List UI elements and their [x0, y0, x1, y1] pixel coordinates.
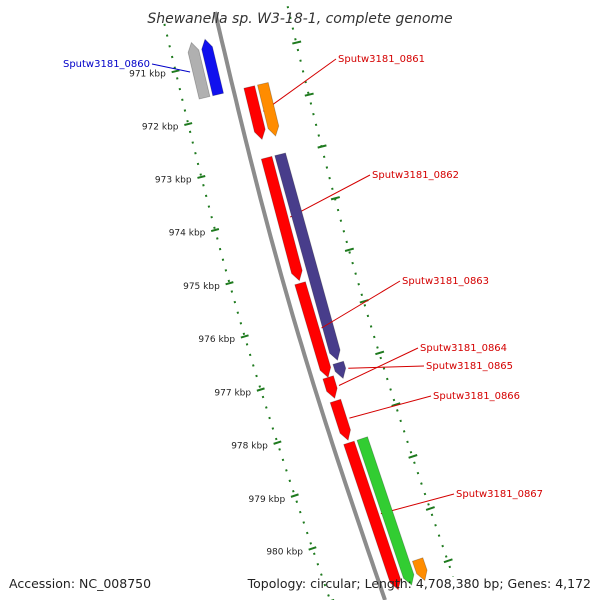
tick-label: 976 kbp [198, 335, 235, 345]
tick-mark-right [344, 247, 355, 252]
gene-feature [329, 398, 351, 441]
map-layer: 971 kbp 972 kbp 973 kbp 974 kbp 975 kbp 976 k… [63, 0, 543, 600]
map-title: Shewanella sp. W3-18-1, complete genome [147, 11, 452, 27]
tick-label: 977 kbp [214, 389, 251, 399]
gene-leader-line [380, 493, 455, 515]
tick-mark [184, 122, 193, 126]
gene-leader-line [151, 63, 191, 73]
tick-mark [273, 440, 282, 445]
gene-leader-line [348, 365, 425, 369]
gene-label: Sputw3181_0867 [456, 489, 543, 500]
tick-mark-right [425, 506, 435, 511]
tick-label: 980 kbp [266, 548, 303, 558]
tick-mark [171, 69, 180, 74]
tick-label: 973 kbp [155, 175, 192, 185]
tick-mark-right [304, 92, 314, 97]
tick-label: 979 kbp [249, 495, 286, 505]
gene-feature [343, 440, 402, 591]
gene-label: Sputw3181_0860 [63, 59, 150, 70]
tick-mark [240, 334, 249, 339]
gene-feature [243, 85, 266, 141]
tick-label: 972 kbp [142, 122, 179, 132]
gene-feature [332, 360, 347, 380]
tick-mark [308, 546, 317, 551]
gene-feature [187, 41, 211, 100]
tick-label: 978 kbp [231, 442, 268, 452]
gene-feature [274, 152, 341, 361]
tick-mark-right [317, 144, 327, 149]
tick-label: 975 kbp [183, 282, 220, 292]
gene-leader-line [338, 347, 419, 386]
gene-feature [294, 281, 332, 379]
gene-leader-line [289, 174, 371, 218]
gene-label: Sputw3181_0862 [372, 170, 459, 181]
tick-label: 971 kbp [129, 70, 166, 80]
tick-label: 974 kbp [169, 229, 206, 239]
gene-leader-line [349, 395, 432, 419]
tick-mark-right [375, 350, 385, 356]
tick-mark [256, 387, 265, 392]
gene-leader-line [263, 58, 337, 112]
tick-mark [225, 281, 234, 286]
gene-label: Sputw3181_0864 [420, 343, 507, 354]
tick-mark [290, 493, 299, 498]
tick-mark-right [391, 402, 401, 407]
gene-feature [356, 436, 415, 586]
tick-mark [210, 228, 220, 233]
tick-mark-right [292, 40, 302, 45]
backbone-line [213, 11, 387, 600]
gene-feature [201, 38, 224, 97]
gene-feature [411, 557, 428, 582]
tick-mark-right [443, 558, 453, 564]
topology-label: Topology: circular; Length: 4,708,380 bp… [247, 576, 591, 591]
tick-mark [197, 175, 206, 179]
gene-feature [322, 375, 338, 400]
gene-label: Sputw3181_0865 [426, 361, 513, 372]
tick-mark-right [330, 196, 341, 201]
gene-feature [260, 155, 303, 282]
tick-mark-right [408, 454, 418, 459]
tick-rail-right [285, 0, 455, 578]
gene-feature [257, 82, 280, 137]
gene-label: Sputw3181_0861 [338, 54, 425, 65]
accession-label: Accession: NC_008750 [9, 576, 152, 591]
gene-label: Sputw3181_0866 [433, 391, 520, 402]
gene-leader-line [321, 280, 401, 329]
gene-label: Sputw3181_0863 [402, 276, 489, 287]
